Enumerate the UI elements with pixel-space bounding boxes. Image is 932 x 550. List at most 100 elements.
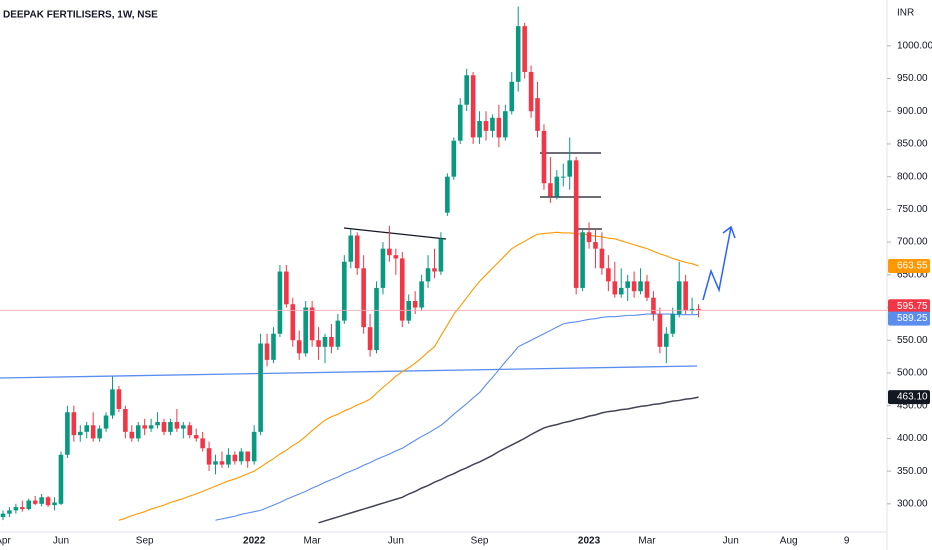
- candle-body: [689, 308, 695, 311]
- candle-body: [496, 117, 502, 138]
- candle-body: [32, 500, 38, 504]
- y-tick-label: 350.00: [897, 466, 928, 477]
- candle-body: [71, 412, 77, 436]
- candle-body: [367, 327, 373, 351]
- candle-body: [52, 502, 57, 506]
- candle-body: [361, 268, 366, 328]
- x-tick-label: Aug: [780, 536, 798, 547]
- candle-body: [245, 451, 251, 462]
- x-tick-label: Mar: [304, 536, 322, 547]
- y-tick-label: 800.00: [897, 171, 928, 182]
- candle-body: [309, 307, 315, 341]
- candle-body: [206, 448, 212, 465]
- x-tick-label: Sep: [471, 536, 489, 547]
- trend-line: [343, 227, 447, 240]
- annotations: [0, 152, 736, 379]
- price-tag-label: 589.25: [897, 313, 928, 324]
- candle-body: [676, 281, 682, 315]
- candle-body: [116, 389, 122, 409]
- price-tag-label: 663.55: [897, 261, 928, 272]
- candle-body: [470, 75, 476, 138]
- candle-body: [483, 121, 489, 131]
- candle-body: [329, 336, 334, 347]
- candle-body: [135, 425, 141, 439]
- candle-body: [322, 336, 328, 347]
- candle-body: [522, 26, 527, 72]
- candle-body: [90, 425, 96, 439]
- price-tag: [888, 258, 930, 273]
- candle-body: [277, 271, 283, 334]
- price-tag-label: 463.10: [897, 392, 928, 403]
- candle-body: [606, 268, 611, 282]
- candle-body: [593, 242, 598, 249]
- candle-body: [258, 343, 263, 432]
- x-tick-label: 9: [844, 536, 850, 547]
- candle-body: [264, 343, 270, 360]
- candle-body: [464, 75, 469, 105]
- x-tick-label: Jun: [388, 536, 404, 547]
- price-tag: [888, 311, 930, 326]
- candle-body: [284, 271, 289, 305]
- candle-body: [541, 130, 547, 184]
- candle-body: [348, 235, 354, 262]
- candle-body: [399, 258, 405, 321]
- x-tick-label: Apr: [0, 536, 11, 547]
- candle-body: [503, 111, 508, 138]
- candle-body: [477, 121, 482, 138]
- candle-body: [174, 422, 180, 429]
- candle-body: [39, 497, 44, 504]
- candle-body: [238, 451, 244, 462]
- candle-body: [296, 340, 302, 354]
- candle-body: [45, 497, 51, 506]
- candle-body: [651, 297, 656, 315]
- candle-body: [193, 435, 199, 439]
- candle-body: [528, 71, 534, 112]
- candle-body: [664, 333, 669, 347]
- candle-body: [406, 300, 412, 321]
- price-tag: [888, 390, 930, 405]
- candle-body: [387, 248, 392, 256]
- y-tick-label: 650.00: [897, 269, 928, 280]
- candle-body: [419, 281, 424, 308]
- candle-body: [181, 425, 186, 429]
- x-tick-label: 2023: [578, 536, 601, 547]
- candle-body: [232, 454, 238, 462]
- candle-body: [560, 176, 566, 178]
- candle-body: [412, 300, 418, 308]
- candle-body: [155, 422, 160, 426]
- candle-body: [683, 281, 688, 311]
- y-tick-label: 550.00: [897, 335, 928, 346]
- chart-title: DEEPAK FERTILISERS, 1W, NSE: [3, 10, 158, 21]
- y-tick-label: 900.00: [897, 106, 928, 117]
- candle-body: [77, 431, 83, 436]
- candle-body: [548, 183, 553, 197]
- candle-body: [103, 415, 109, 429]
- candle-body: [445, 176, 450, 213]
- candle-body: [84, 425, 90, 432]
- candle-body: [187, 425, 193, 436]
- y-tick-label: 450.00: [897, 400, 928, 411]
- candle-body: [438, 238, 444, 272]
- ma-line: [318, 396, 699, 524]
- candle-body: [670, 314, 676, 334]
- candle-body: [425, 268, 431, 282]
- support-line: [0, 365, 698, 379]
- y-axis-unit: INR: [897, 8, 914, 19]
- candle-body: [213, 461, 218, 465]
- candle-body: [342, 261, 347, 321]
- y-tick-label: 1000.00: [897, 40, 932, 51]
- candle-body: [58, 454, 64, 504]
- candle-body: [148, 425, 154, 429]
- x-tick-label: 2022: [243, 536, 266, 547]
- candle-body: [567, 160, 573, 177]
- candle-body: [580, 232, 585, 288]
- price-tag: [888, 299, 930, 314]
- candle-body: [316, 340, 321, 347]
- candle-body: [644, 281, 650, 298]
- candle-body: [457, 104, 463, 141]
- candle-body: [354, 235, 360, 269]
- candle-body: [586, 232, 592, 243]
- candle-body: [200, 438, 205, 449]
- candle-body: [573, 160, 579, 288]
